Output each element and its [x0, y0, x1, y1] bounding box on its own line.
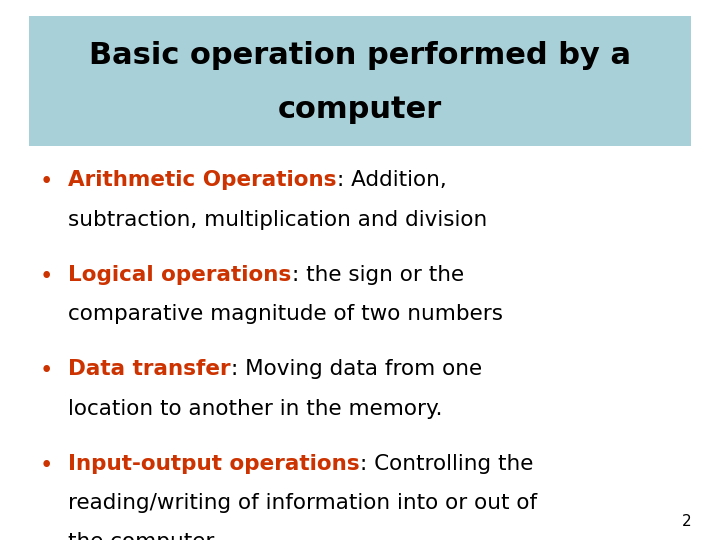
Text: : the sign or the: : the sign or the: [292, 265, 464, 285]
Text: : Addition,: : Addition,: [337, 170, 446, 190]
Text: : Moving data from one: : Moving data from one: [231, 359, 482, 379]
Text: Arithmetic Operations: Arithmetic Operations: [68, 170, 337, 190]
Text: •: •: [40, 359, 53, 382]
Text: Basic operation performed by a: Basic operation performed by a: [89, 40, 631, 70]
FancyBboxPatch shape: [29, 16, 691, 146]
Text: the computer: the computer: [68, 532, 215, 540]
Text: 2: 2: [682, 514, 691, 529]
Text: •: •: [40, 170, 53, 193]
Text: location to another in the memory.: location to another in the memory.: [68, 399, 443, 418]
Text: subtraction, multiplication and division: subtraction, multiplication and division: [68, 210, 487, 230]
Text: : Controlling the: : Controlling the: [360, 454, 534, 474]
Text: Data transfer: Data transfer: [68, 359, 231, 379]
Text: •: •: [40, 265, 53, 288]
Text: Input-output operations: Input-output operations: [68, 454, 360, 474]
Text: reading/writing of information into or out of: reading/writing of information into or o…: [68, 493, 538, 513]
Text: computer: computer: [278, 95, 442, 124]
Text: Logical operations: Logical operations: [68, 265, 292, 285]
Text: •: •: [40, 454, 53, 477]
Text: comparative magnitude of two numbers: comparative magnitude of two numbers: [68, 304, 503, 324]
